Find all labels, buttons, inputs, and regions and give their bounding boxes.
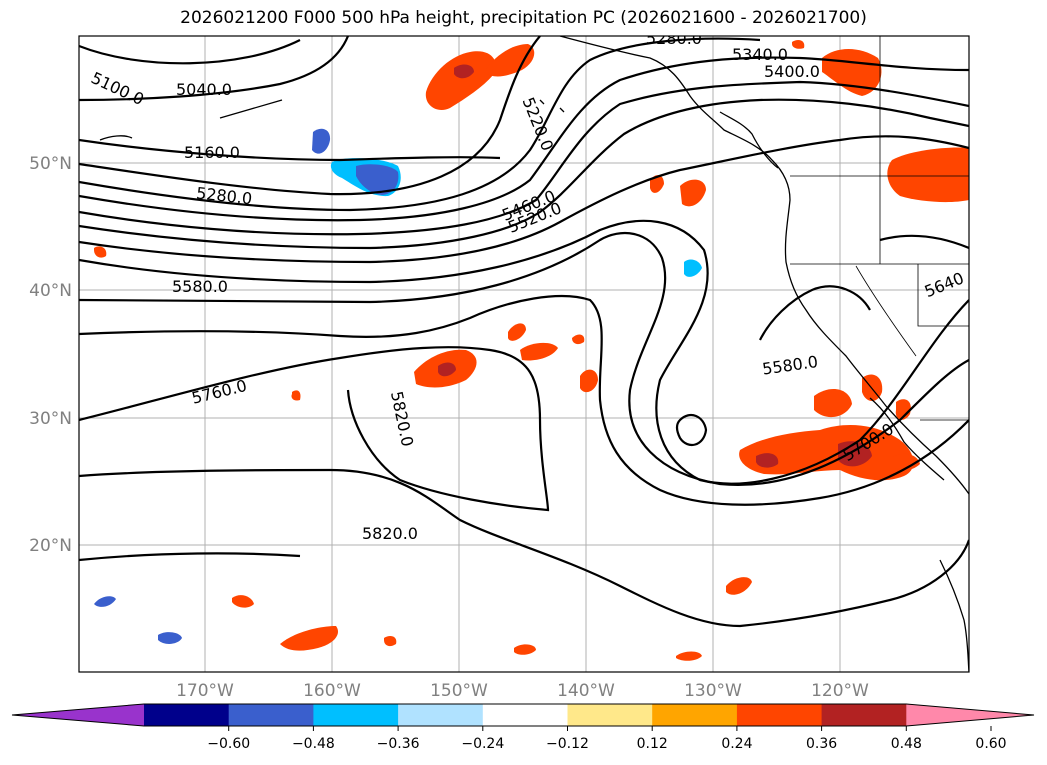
lon-label-170w: 170°W [176, 681, 234, 701]
colorbar-tick-label: 0.12 [637, 736, 668, 752]
colorbar-segment [652, 704, 738, 726]
precip-negative-small [94, 596, 116, 607]
precip-positive-area [887, 147, 969, 203]
colorbar-tick-label: −0.60 [207, 736, 250, 752]
colorbar-segment [398, 704, 484, 726]
precip-negative-small [158, 632, 182, 644]
precip-positive-small [384, 636, 397, 647]
latitude-labels: 50°N 40°N 30°N 20°N [29, 154, 72, 556]
precip-positive-small [676, 651, 702, 661]
map-title: 2026021200 F000 500 hPa height, precipit… [180, 8, 867, 28]
lon-label-160w: 160°W [303, 681, 361, 701]
colorbar-tick-label: 0.36 [806, 736, 837, 752]
precip-positive-small [514, 644, 536, 655]
colorbar-segment [228, 704, 314, 726]
precip-negative-core [356, 164, 399, 195]
colorbar-outline [11, 703, 1035, 727]
colorbar-segment [144, 704, 230, 726]
colorbar-tick-label: 0.48 [891, 736, 922, 752]
lat-label-20n: 20°N [29, 536, 72, 556]
lon-label-130w: 130°W [684, 681, 742, 701]
political-borders [790, 36, 969, 421]
colorbar-tick-label: −0.36 [377, 736, 420, 752]
precip-positive-small [726, 577, 752, 595]
contour-label-5160: 5160.0 [184, 143, 240, 162]
colorbar-tick-label: −0.12 [546, 736, 589, 752]
colorbar-segment [736, 704, 823, 726]
precip-positive-small [520, 342, 558, 361]
precip-positive-small [291, 390, 301, 401]
precip-positive-small [232, 595, 254, 608]
contour-label-5280-north: 5280.0 [646, 29, 702, 48]
longitude-labels: 170°W 160°W 150°W 140°W 130°W 120°W [176, 681, 869, 701]
precip-positive-small [892, 453, 920, 471]
contour-label-5340: 5340.0 [732, 45, 788, 64]
colorbar-extend-low [12, 704, 144, 726]
precip-positive-area [280, 626, 338, 651]
height-contours [79, 36, 969, 628]
contour-label-5580-west: 5580.0 [172, 277, 228, 296]
precip-positive-core [438, 362, 456, 377]
colorbar-tick-label: −0.24 [461, 736, 504, 752]
precip-positive-area [814, 389, 852, 418]
precip-positive-small [94, 246, 107, 258]
colorbar-segment [821, 704, 907, 726]
precip-negative-small [684, 259, 702, 277]
lat-label-50n: 50°N [29, 154, 72, 174]
lon-label-140w: 140°W [557, 681, 615, 701]
precip-positive-small [508, 323, 526, 341]
lon-label-120w: 120°W [811, 681, 869, 701]
map-frame [78, 35, 970, 673]
lat-label-30n: 30°N [29, 409, 72, 429]
precip-positive-area [484, 44, 535, 77]
colorbar-segment [313, 704, 399, 726]
contour-label-5820-south: 5820.0 [362, 524, 418, 543]
precip-positive-core [756, 453, 779, 468]
precip-positive-small [680, 179, 706, 207]
lat-label-40n: 40°N [29, 281, 72, 301]
colorbar: −0.60 −0.48 −0.36 −0.24 −0.12 0.12 0.24 0.36 0.4… [11, 703, 1035, 752]
precip-positive-small [580, 369, 598, 393]
precip-positive-area [425, 51, 496, 111]
precip-positive-core [454, 64, 474, 79]
precip-positive-small [792, 40, 805, 49]
precip-positive-small [650, 175, 664, 193]
coastlines [99, 36, 969, 672]
colorbar-tick-label: −0.48 [292, 736, 335, 752]
precip-positive-small [572, 334, 585, 345]
contour-label-5400: 5400.0 [764, 62, 820, 81]
precip-negative-small [312, 128, 331, 154]
colorbar-tick-label: 0.24 [721, 736, 752, 752]
precip-positive-small [895, 399, 911, 420]
colorbar-tick-label: 0.60 [975, 736, 1006, 752]
colorbar-extend-high [906, 704, 1034, 726]
colorbar-segment [567, 704, 653, 726]
contour-label-5040: 5040.0 [176, 80, 232, 99]
colorbar-segment [482, 704, 568, 726]
precip-positive-area [739, 425, 914, 481]
lon-label-150w: 150°W [430, 681, 488, 701]
